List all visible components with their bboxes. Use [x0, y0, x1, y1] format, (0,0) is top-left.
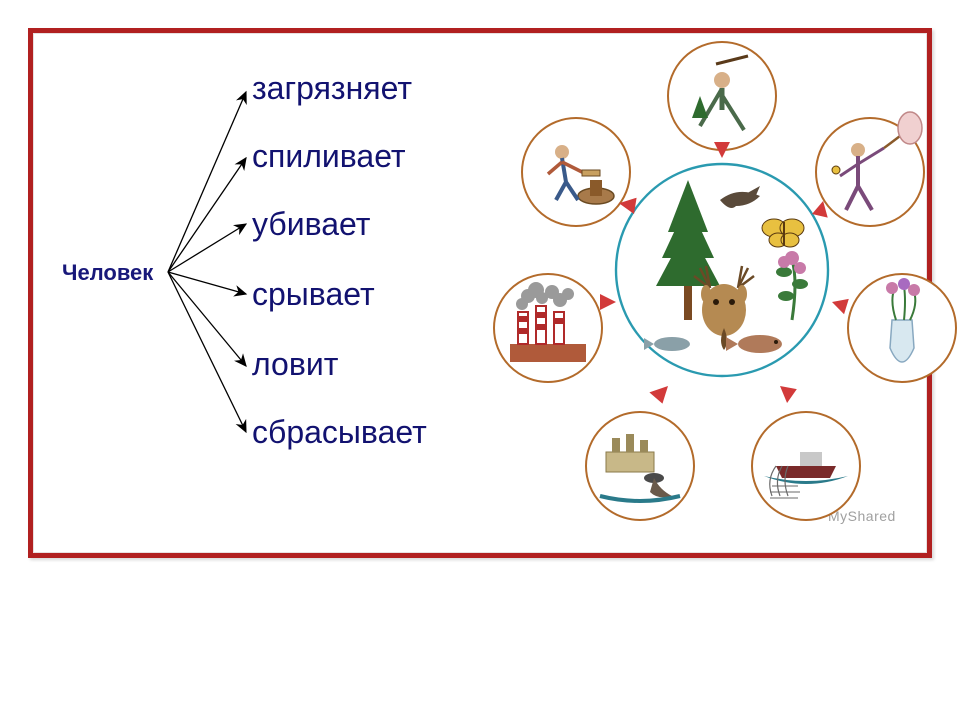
circle-netcatcher	[816, 112, 924, 226]
diagram-svg	[0, 0, 960, 720]
center-nature-circle	[616, 164, 828, 376]
fan-arrows	[168, 92, 246, 432]
circle-factory	[494, 274, 602, 382]
circle-logger	[522, 118, 630, 226]
circle-ship	[752, 412, 860, 520]
circle-vase	[848, 274, 956, 382]
circle-sewage	[586, 412, 694, 520]
circle-hunter	[668, 42, 776, 150]
